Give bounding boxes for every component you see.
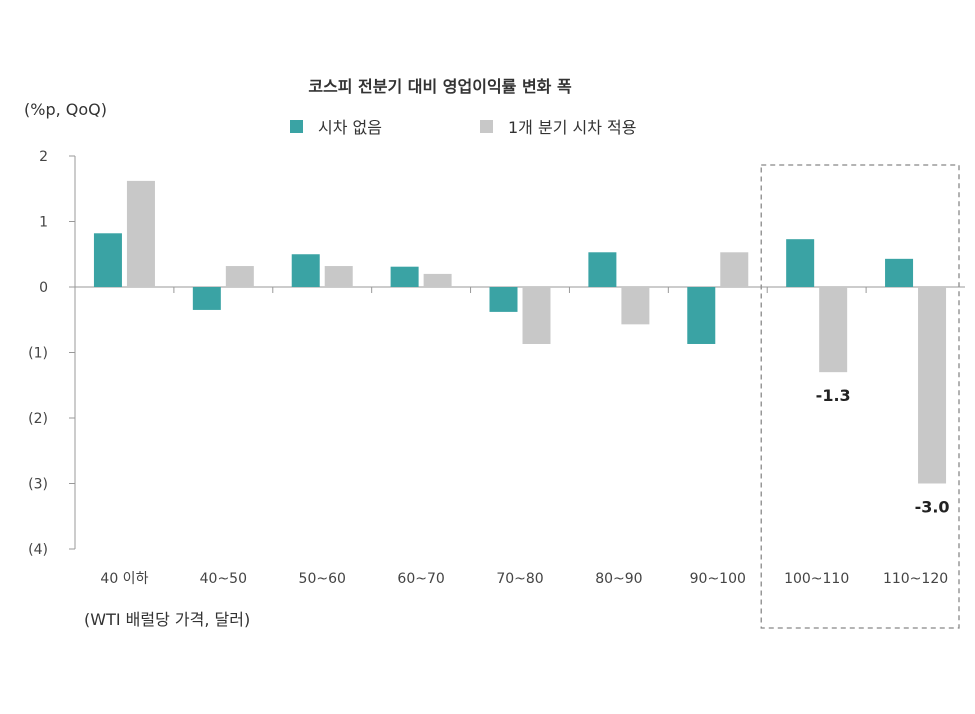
chart-title: 코스피 전분기 대비 영업이익률 변화 폭: [308, 77, 572, 96]
bar-series-2-7: [819, 287, 848, 373]
data-label: -1.3: [816, 386, 851, 405]
highlight-box: [760, 164, 960, 629]
bar-series-1-6: [687, 287, 716, 344]
legend-swatch: [290, 120, 303, 133]
bar-series-2-8: [918, 287, 947, 484]
y-axis-unit-label: (%p, QoQ): [24, 100, 107, 119]
bar-series-1-8: [885, 258, 914, 287]
bar-series-2-4: [522, 287, 551, 344]
legend-item-1: 시차 없음: [290, 118, 382, 137]
x-tick-label: 60~70: [397, 571, 444, 587]
x-tick-label: 110~120: [883, 571, 948, 587]
legend-label: 1개 분기 시차 적용: [508, 118, 636, 137]
y-tick-label: (2): [28, 411, 48, 427]
bar-series-2-5: [621, 287, 650, 325]
legend-item-2: 1개 분기 시차 적용: [480, 118, 636, 137]
bar-series-2-6: [720, 252, 749, 287]
x-tick-label: 90~100: [690, 571, 746, 587]
y-tick-label: (3): [28, 477, 48, 493]
bars-layer: [93, 180, 947, 484]
x-tick-label: 40 이하: [100, 571, 148, 587]
x-tick-label: 40~50: [200, 571, 247, 587]
labels-layer: -1.3 -3.0: [816, 386, 950, 516]
bar-series-2-1: [225, 266, 254, 287]
y-tick-label: (1): [28, 346, 48, 362]
x-tick-label: 70~80: [496, 571, 543, 587]
x-tick-label: 80~90: [595, 571, 642, 587]
x-tick-label: 50~60: [299, 571, 346, 587]
bar-series-1-3: [390, 266, 419, 287]
y-tick-label: 2: [39, 149, 48, 165]
bar-series-1-7: [786, 239, 815, 287]
y-tick-label: 0: [39, 280, 48, 296]
x-axis-title: (WTI 배럴당 가격, 달러): [84, 610, 250, 629]
highlight-layer: [760, 164, 960, 629]
bar-series-1-4: [489, 287, 518, 312]
legend-label: 시차 없음: [318, 118, 382, 137]
bar-series-2-2: [324, 266, 353, 287]
bar-series-1-0: [93, 233, 122, 287]
y-tick-label: (4): [28, 542, 48, 558]
legend: 시차 없음 1개 분기 시차 적용: [290, 118, 636, 137]
data-label: -3.0: [915, 498, 950, 517]
legend-swatch: [480, 120, 493, 133]
bar-series-1-2: [291, 254, 320, 287]
bar-series-1-1: [192, 287, 221, 310]
x-tick-label: 100~110: [784, 571, 849, 587]
bar-series-2-0: [126, 180, 155, 287]
y-tick-label: 1: [39, 215, 48, 231]
bar-series-1-5: [588, 252, 617, 287]
axis-layer: 2 1 0 (1) (2) (3) (4) 40 이하 40~50 50~60 60~70 70~80…: [28, 149, 965, 587]
bar-series-2-3: [423, 273, 452, 287]
